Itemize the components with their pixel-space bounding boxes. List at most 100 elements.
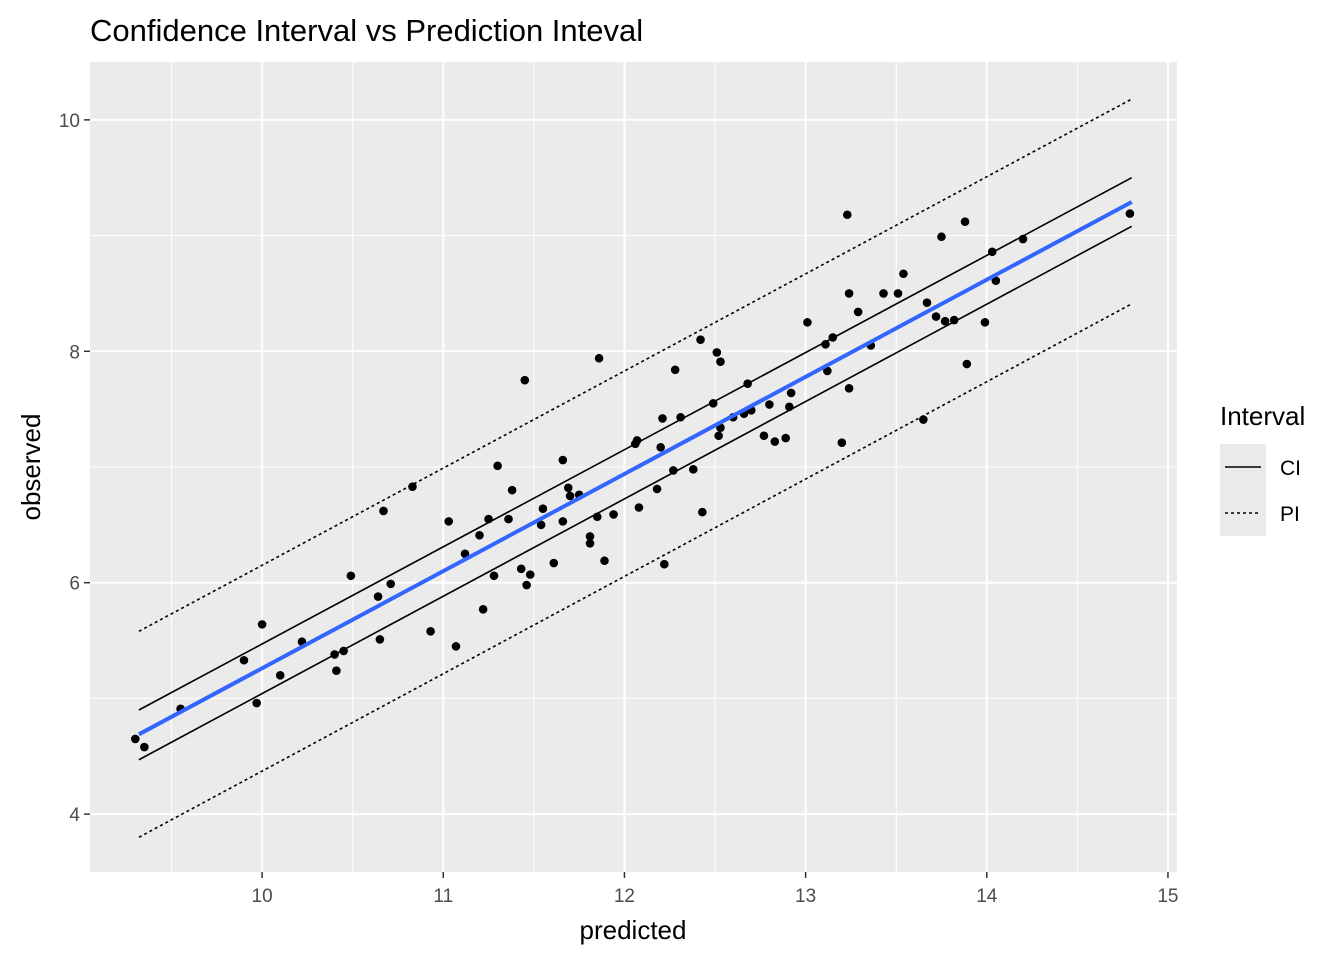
data-point — [632, 436, 642, 445]
data-point — [507, 485, 517, 495]
data-point — [656, 443, 665, 452]
data-point — [759, 431, 769, 441]
data-point — [714, 431, 723, 441]
pi-lower-line — [138, 303, 1133, 838]
data-point — [786, 388, 796, 398]
data-point — [696, 335, 705, 345]
data-points — [130, 209, 1135, 752]
data-point — [803, 318, 812, 327]
data-point — [525, 570, 535, 579]
data-point — [842, 210, 852, 220]
data-point — [670, 365, 680, 375]
data-point — [252, 698, 261, 708]
data-point — [239, 655, 249, 665]
data-point — [922, 298, 932, 307]
x-tick-label: 15 — [1157, 886, 1178, 907]
data-point — [585, 532, 595, 541]
data-point — [899, 269, 908, 279]
data-point — [558, 455, 568, 465]
fit-line — [137, 200, 1133, 737]
data-point — [565, 491, 575, 501]
data-point — [451, 642, 461, 651]
fit-line-group — [137, 200, 1133, 737]
legend-keys: CI PI — [1220, 444, 1301, 536]
data-point — [444, 517, 454, 526]
data-point — [489, 571, 499, 581]
data-point — [962, 359, 972, 369]
data-point — [716, 357, 725, 367]
data-point — [592, 512, 602, 522]
x-tick-label: 12 — [614, 886, 635, 907]
data-point — [484, 514, 493, 524]
x-axis-title: predicted — [580, 915, 687, 945]
y-axis-title: observed — [16, 414, 46, 521]
data-point — [1018, 234, 1028, 244]
data-point — [1125, 209, 1135, 218]
data-point — [844, 289, 854, 298]
major-gridlines — [90, 62, 1177, 872]
data-point — [781, 433, 790, 443]
axes: 10 11 12 13 14 15 4 6 8 10 — [59, 111, 1179, 907]
data-point — [330, 650, 339, 659]
data-point — [931, 312, 941, 321]
data-point — [960, 217, 970, 226]
data-point — [844, 384, 854, 393]
x-tick-label: 14 — [976, 886, 998, 907]
data-point — [520, 375, 530, 385]
data-point — [987, 247, 997, 257]
data-point — [659, 559, 669, 569]
x-tick-label: 10 — [252, 886, 273, 907]
data-point — [516, 564, 526, 574]
data-point — [879, 289, 888, 298]
y-tick-label: 4 — [69, 805, 80, 826]
data-point — [893, 289, 903, 298]
ci-lower-line — [138, 225, 1133, 761]
data-point — [688, 465, 698, 474]
data-point — [712, 348, 722, 357]
data-point — [676, 412, 685, 422]
data-point — [785, 402, 794, 412]
data-point — [130, 734, 140, 744]
data-point — [475, 530, 484, 540]
data-point — [549, 558, 559, 568]
data-point — [634, 503, 644, 512]
minor-gridlines — [90, 62, 1177, 872]
data-point — [536, 520, 546, 530]
data-point — [478, 605, 488, 614]
data-point — [698, 507, 707, 517]
data-point — [770, 437, 780, 446]
y-tick-label: 6 — [69, 574, 80, 595]
y-tick-label: 8 — [69, 342, 80, 363]
y-tick-label: 10 — [59, 111, 80, 132]
data-point — [379, 506, 388, 516]
data-point — [837, 438, 847, 448]
data-point — [339, 646, 348, 656]
data-point — [386, 579, 396, 589]
data-point — [538, 504, 548, 513]
data-point — [919, 415, 928, 424]
data-point — [332, 666, 341, 675]
data-point — [558, 517, 568, 526]
data-point — [991, 276, 1001, 286]
data-point — [493, 461, 502, 471]
data-point — [743, 379, 752, 388]
legend: Interval CI PI — [1220, 401, 1305, 536]
data-point — [460, 549, 470, 559]
data-point — [522, 580, 531, 590]
legend-label: CI — [1280, 457, 1301, 480]
x-tick-label: 11 — [433, 886, 453, 907]
data-point — [823, 366, 832, 376]
data-point — [765, 400, 774, 409]
data-point — [375, 635, 385, 644]
pi-upper-line — [138, 98, 1133, 633]
x-tick-label: 13 — [795, 886, 816, 907]
data-point — [821, 340, 830, 349]
legend-title: Interval — [1220, 401, 1305, 431]
data-point — [949, 315, 959, 325]
data-point — [937, 232, 946, 242]
data-point — [585, 539, 595, 548]
data-point — [563, 483, 573, 493]
data-point — [346, 571, 356, 581]
data-point — [853, 307, 863, 317]
